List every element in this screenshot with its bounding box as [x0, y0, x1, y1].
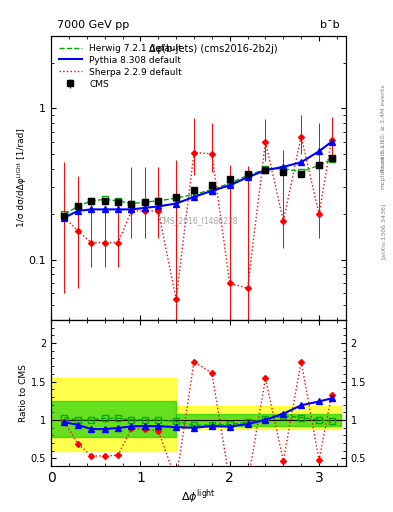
Sherpa 2.2.9 default — [263, 139, 268, 145]
X-axis label: $\Delta\phi^{\rm light}$: $\Delta\phi^{\rm light}$ — [181, 487, 216, 506]
Y-axis label: 1/σ dσ/dΔφᴸᴵᴳʰᵗ [1/rad]: 1/σ dσ/dΔφᴸᴵᴳʰᵗ [1/rad] — [17, 129, 26, 227]
Herwig 7.2.1 default — [156, 198, 161, 204]
Herwig 7.2.1 default — [129, 201, 134, 207]
Herwig 7.2.1 default — [317, 162, 321, 168]
Herwig 7.2.1 default — [245, 173, 250, 179]
Pythia 8.308 default — [192, 194, 196, 200]
Text: b¯b: b¯b — [320, 20, 340, 30]
Pythia 8.308 default — [102, 206, 107, 212]
Sherpa 2.2.9 default — [156, 208, 161, 214]
Pythia 8.308 default — [174, 201, 178, 207]
Pythia 8.308 default — [129, 206, 134, 212]
Herwig 7.2.1 default — [116, 198, 120, 204]
Sherpa 2.2.9 default — [329, 137, 334, 143]
Text: Rivet 3.1.10, ≥ 3.4M events: Rivet 3.1.10, ≥ 3.4M events — [381, 84, 386, 172]
Herwig 7.2.1 default — [89, 198, 94, 204]
Text: Δφ(b-jets) (cms2016-2b2j): Δφ(b-jets) (cms2016-2b2j) — [149, 45, 277, 54]
Herwig 7.2.1 default — [143, 199, 147, 205]
Pythia 8.308 default — [228, 182, 232, 188]
Herwig 7.2.1 default — [281, 165, 286, 172]
Herwig 7.2.1 default — [75, 203, 80, 209]
Sherpa 2.2.9 default — [143, 208, 147, 214]
Pythia 8.308 default — [209, 188, 214, 194]
Pythia 8.308 default — [245, 174, 250, 180]
Y-axis label: Ratio to CMS: Ratio to CMS — [19, 364, 28, 422]
Sherpa 2.2.9 default — [317, 211, 321, 217]
Sherpa 2.2.9 default — [116, 240, 120, 246]
Sherpa 2.2.9 default — [75, 228, 80, 234]
Herwig 7.2.1 default — [102, 197, 107, 203]
Pythia 8.308 default — [89, 206, 94, 212]
Pythia 8.308 default — [156, 203, 161, 209]
Text: CMS_2016_I1486238: CMS_2016_I1486238 — [159, 216, 238, 225]
Sherpa 2.2.9 default — [174, 296, 178, 302]
Herwig 7.2.1 default — [174, 195, 178, 201]
Herwig 7.2.1 default — [299, 169, 303, 175]
Sherpa 2.2.9 default — [102, 240, 107, 246]
Herwig 7.2.1 default — [192, 191, 196, 198]
Pythia 8.308 default — [317, 148, 321, 154]
Sherpa 2.2.9 default — [129, 208, 134, 214]
Sherpa 2.2.9 default — [245, 285, 250, 291]
Legend: Herwig 7.2.1 default, Pythia 8.308 default, Sherpa 2.2.9 default, CMS: Herwig 7.2.1 default, Pythia 8.308 defau… — [55, 40, 185, 92]
Pythia 8.308 default — [299, 159, 303, 165]
Pythia 8.308 default — [281, 164, 286, 170]
Text: mcplots.cern.ch: mcplots.cern.ch — [381, 139, 386, 189]
Herwig 7.2.1 default — [62, 211, 67, 217]
Text: 7000 GeV pp: 7000 GeV pp — [57, 20, 129, 30]
Sherpa 2.2.9 default — [192, 150, 196, 156]
Pythia 8.308 default — [116, 206, 120, 212]
Line: Sherpa 2.2.9 default: Sherpa 2.2.9 default — [64, 137, 332, 299]
Herwig 7.2.1 default — [209, 186, 214, 193]
Pythia 8.308 default — [263, 167, 268, 173]
Pythia 8.308 default — [62, 215, 67, 221]
Herwig 7.2.1 default — [263, 166, 268, 173]
Sherpa 2.2.9 default — [299, 134, 303, 140]
Text: [arXiv:1306.3436]: [arXiv:1306.3436] — [381, 202, 386, 259]
Herwig 7.2.1 default — [329, 156, 334, 162]
Pythia 8.308 default — [329, 139, 334, 145]
Sherpa 2.2.9 default — [281, 218, 286, 224]
Pythia 8.308 default — [143, 205, 147, 211]
Sherpa 2.2.9 default — [62, 215, 67, 221]
Sherpa 2.2.9 default — [209, 151, 214, 157]
Sherpa 2.2.9 default — [89, 240, 94, 246]
Pythia 8.308 default — [75, 208, 80, 214]
Herwig 7.2.1 default — [228, 180, 232, 186]
Line: Pythia 8.308 default: Pythia 8.308 default — [64, 142, 332, 218]
Line: Herwig 7.2.1 default: Herwig 7.2.1 default — [64, 159, 332, 214]
Sherpa 2.2.9 default — [228, 280, 232, 286]
